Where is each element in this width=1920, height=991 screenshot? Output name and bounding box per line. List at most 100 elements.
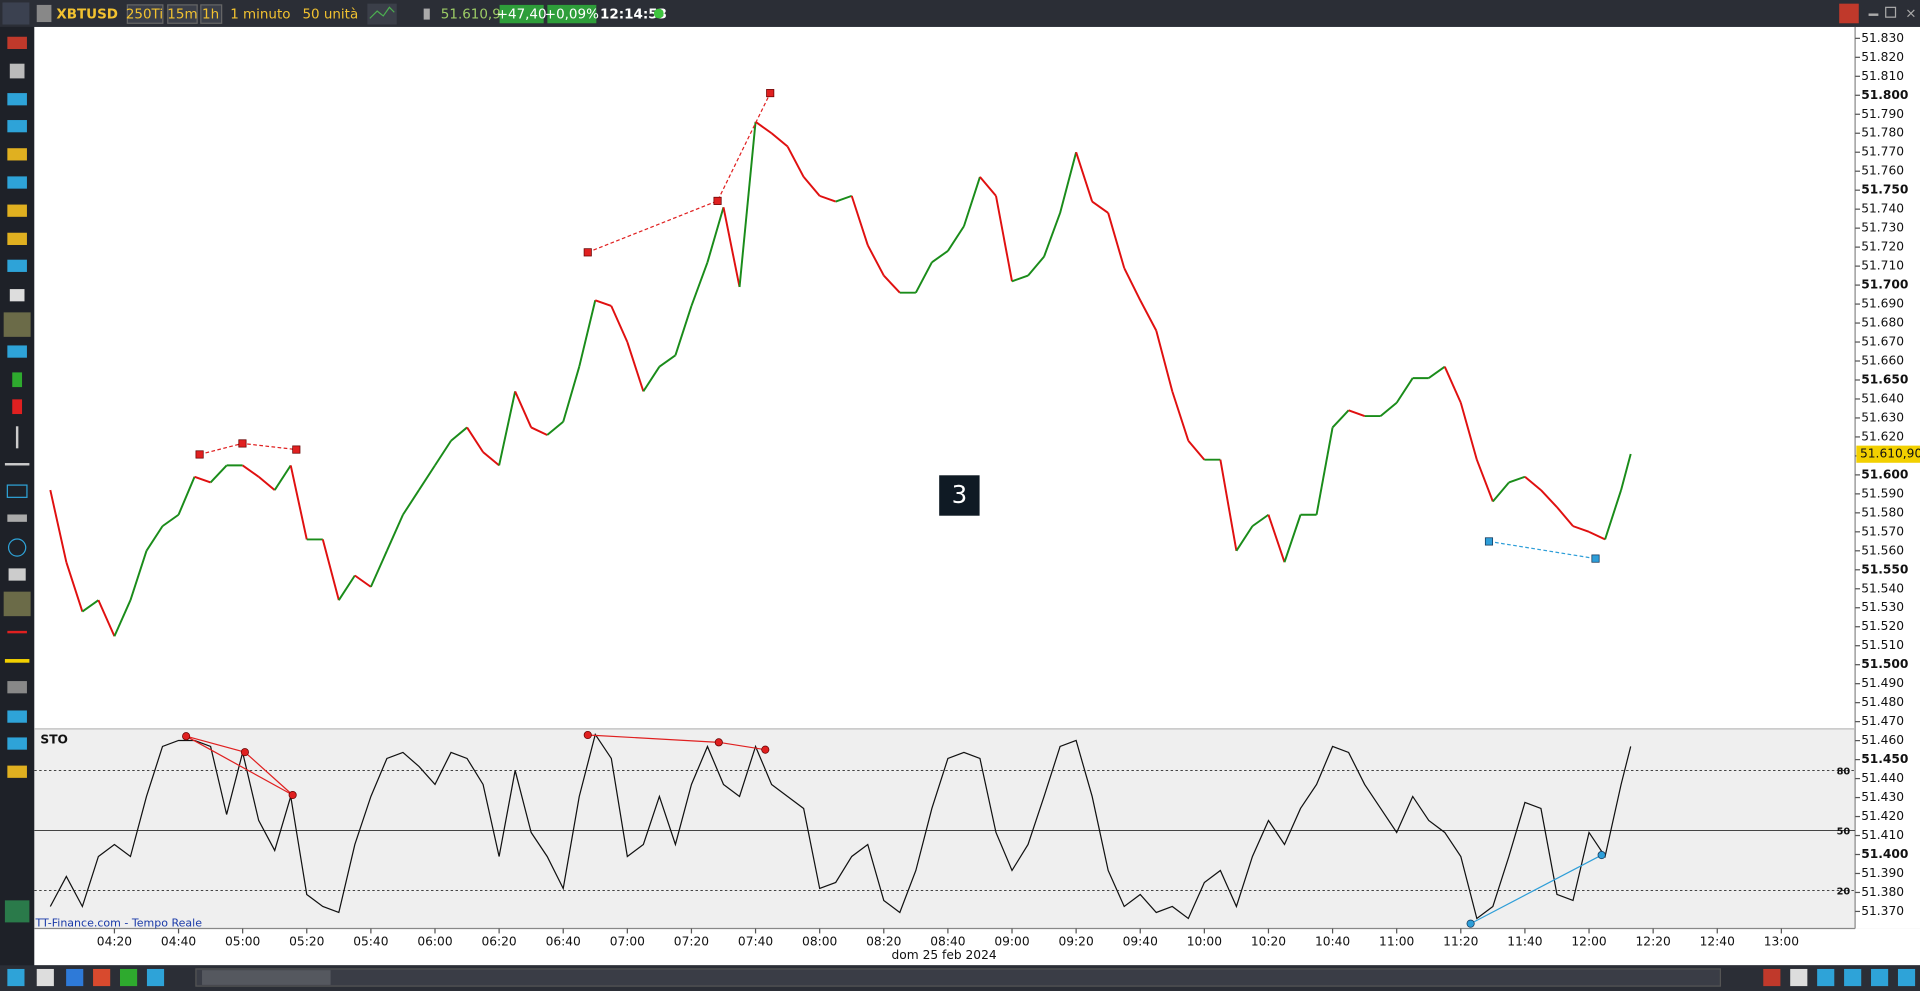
status-dot — [653, 8, 664, 19]
tool-active[interactable] — [3, 591, 31, 617]
tool[interactable] — [15, 426, 19, 449]
minimize[interactable] — [1868, 13, 1879, 16]
anchor[interactable] — [1597, 850, 1606, 860]
anchor[interactable] — [1484, 537, 1494, 546]
price-segment — [786, 146, 805, 178]
tool[interactable] — [7, 538, 27, 557]
icon[interactable] — [120, 968, 138, 987]
tool[interactable] — [4, 659, 30, 663]
y-tick-label: 51.450 — [1861, 752, 1908, 766]
tool[interactable] — [7, 93, 27, 106]
top-toolbar — [0, 0, 1920, 27]
price-segment — [706, 206, 725, 263]
button-label[interactable]: 1h — [202, 7, 219, 23]
indicator-button[interactable] — [367, 3, 397, 25]
icon[interactable] — [93, 968, 111, 987]
price-segment — [979, 176, 997, 197]
price-segment — [931, 250, 949, 264]
tool[interactable] — [8, 568, 26, 581]
icon[interactable] — [146, 968, 165, 987]
tool[interactable] — [7, 232, 27, 245]
x-tick-label: 07:00 — [610, 934, 645, 948]
anchor[interactable] — [292, 445, 301, 454]
maximize[interactable] — [1885, 6, 1897, 18]
tool[interactable] — [7, 630, 27, 634]
button-label[interactable]: 15m — [167, 7, 197, 23]
tool[interactable] — [12, 399, 23, 415]
scroll-thumb[interactable] — [202, 970, 331, 985]
icon[interactable] — [1844, 968, 1862, 987]
plot — [49, 121, 1632, 920]
x-tick-label: 05:00 — [225, 934, 260, 948]
tool[interactable] — [9, 63, 25, 79]
price-segment — [1331, 409, 1350, 429]
button[interactable] — [200, 4, 223, 24]
icon[interactable] — [1763, 968, 1781, 987]
button[interactable] — [167, 4, 198, 24]
units-select[interactable]: 50 unità — [302, 7, 358, 23]
icon[interactable] — [1871, 968, 1889, 987]
tool[interactable] — [7, 176, 27, 189]
anchor[interactable] — [583, 248, 592, 257]
anchor[interactable] — [1591, 554, 1600, 563]
anchor[interactable] — [1466, 919, 1475, 928]
anchor[interactable] — [288, 790, 297, 800]
anchor[interactable] — [714, 738, 723, 747]
tool[interactable] — [12, 372, 23, 388]
icon[interactable] — [1790, 968, 1808, 987]
price-segment — [642, 366, 661, 392]
price-segment — [1380, 402, 1398, 417]
tool[interactable] — [7, 120, 27, 133]
icon[interactable] — [1897, 968, 1916, 987]
scrollbar[interactable] — [195, 968, 1722, 987]
price-segment — [914, 261, 933, 294]
indicator-icon — [369, 6, 395, 19]
tool[interactable] — [7, 681, 27, 694]
icon[interactable] — [1817, 968, 1835, 987]
price-segment — [402, 489, 420, 516]
button-label[interactable]: 250Ti — [126, 7, 163, 23]
tool[interactable] — [7, 345, 27, 358]
tool[interactable] — [7, 36, 27, 49]
tool[interactable] — [7, 259, 27, 272]
price-segment — [1459, 402, 1478, 460]
tool[interactable] — [7, 765, 27, 778]
symbol[interactable]: XBTUSD — [56, 7, 118, 23]
overlay-box — [939, 475, 980, 516]
interval-select[interactable]: 1 minuto — [230, 7, 290, 23]
anchor[interactable] — [713, 196, 722, 205]
tool[interactable] — [6, 484, 28, 498]
divergence-line[interactable] — [185, 735, 293, 796]
anchor[interactable] — [195, 450, 204, 459]
tool[interactable] — [7, 710, 27, 723]
tool[interactable] — [7, 737, 27, 750]
sync-button[interactable] — [1839, 3, 1859, 24]
sto-panel — [34, 728, 1856, 929]
tool[interactable] — [7, 204, 27, 217]
anchor[interactable] — [766, 89, 775, 98]
tool[interactable] — [4, 900, 30, 923]
price-segment — [658, 354, 676, 368]
button[interactable] — [126, 4, 164, 24]
tool-active[interactable] — [3, 312, 31, 337]
divergence-line[interactable] — [1470, 854, 1602, 925]
y-tick-label: 51.440 — [1861, 771, 1904, 785]
price-segment — [1556, 506, 1574, 527]
icon[interactable] — [66, 968, 84, 987]
anchor[interactable] — [761, 745, 770, 754]
anchor[interactable] — [583, 730, 592, 740]
anchor[interactable] — [182, 732, 191, 741]
anchor[interactable] — [240, 748, 249, 757]
icon[interactable] — [7, 968, 25, 987]
price-segment — [1091, 200, 1109, 214]
icon[interactable] — [36, 968, 54, 987]
tool[interactable] — [4, 463, 30, 466]
close-icon[interactable]: × — [1905, 5, 1916, 21]
x-tick-label: 08:40 — [930, 934, 965, 948]
price-segment — [1043, 212, 1062, 257]
tool[interactable] — [9, 289, 25, 302]
price-segment — [962, 176, 981, 227]
anchor[interactable] — [238, 439, 247, 448]
tool[interactable] — [7, 514, 27, 522]
tool[interactable] — [7, 148, 27, 161]
